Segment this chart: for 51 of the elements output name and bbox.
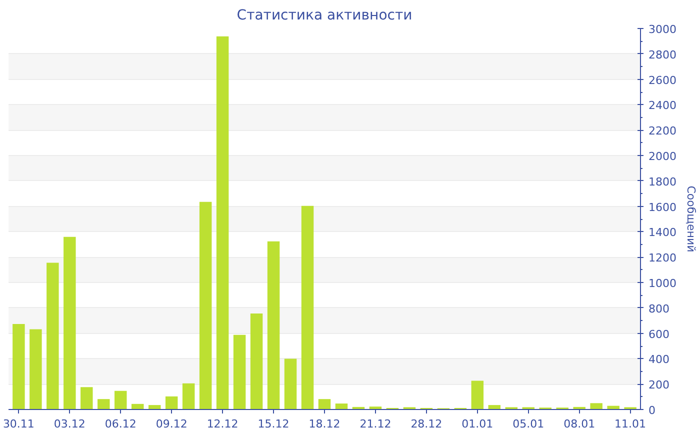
y-tick-label: 600 <box>648 328 670 341</box>
x-tick-label: 21.12 <box>360 418 392 430</box>
y-tick-label: 2800 <box>648 48 676 62</box>
x-tick-label: 11.01 <box>614 418 646 430</box>
bar <box>267 241 280 410</box>
bar <box>335 404 348 410</box>
bar <box>182 383 195 410</box>
x-tick-label: 01.01 <box>462 418 494 430</box>
y-axis-title: Сообщений <box>684 186 698 252</box>
y-tick-label: 800 <box>648 302 670 316</box>
x-tick-label: 28.12 <box>410 418 442 430</box>
y-tick-label: 0 <box>648 404 656 417</box>
y-tick-label: 400 <box>648 353 670 366</box>
bar <box>199 202 212 410</box>
bar <box>98 399 110 410</box>
chart-title: Статистика активности <box>236 8 412 24</box>
x-tick-label: 06.12 <box>104 418 136 430</box>
x-tick-label: 15.12 <box>258 418 290 430</box>
bar <box>165 396 178 410</box>
y-tick-label: 2400 <box>648 99 676 112</box>
y-tick-label: 1000 <box>648 277 676 290</box>
bar <box>114 390 127 410</box>
y-tick-label: 2000 <box>648 150 676 163</box>
x-tick-label: 30.11 <box>2 418 34 430</box>
bar <box>590 403 602 410</box>
y-tick-label: 1200 <box>648 252 676 265</box>
x-tick-label: 12.12 <box>206 418 238 430</box>
bar <box>30 329 42 410</box>
bar <box>12 324 25 410</box>
bar <box>216 36 229 410</box>
y-tick-label: 1400 <box>648 226 676 240</box>
y-tick-label: 1800 <box>648 175 676 188</box>
bar <box>64 236 76 410</box>
bar <box>233 334 246 410</box>
y-tick-label: 2600 <box>648 74 676 87</box>
bar <box>80 387 93 410</box>
bar <box>301 206 314 410</box>
x-tick-label: 09.12 <box>156 418 188 430</box>
bar <box>471 380 484 410</box>
bar <box>46 262 59 410</box>
bar <box>250 313 263 410</box>
y-tick-label: 2200 <box>648 124 676 138</box>
x-tick-label: 03.12 <box>54 418 86 430</box>
y-tick-label: 200 <box>648 378 670 392</box>
x-tick-label: 05.01 <box>512 418 544 430</box>
bar <box>318 399 331 410</box>
y-tick-label: 1600 <box>648 200 676 214</box>
y-tick-label: 3000 <box>648 23 676 36</box>
x-tick-label: 08.01 <box>564 418 596 430</box>
bar <box>284 358 297 410</box>
x-tick-label: 18.12 <box>308 418 340 430</box>
